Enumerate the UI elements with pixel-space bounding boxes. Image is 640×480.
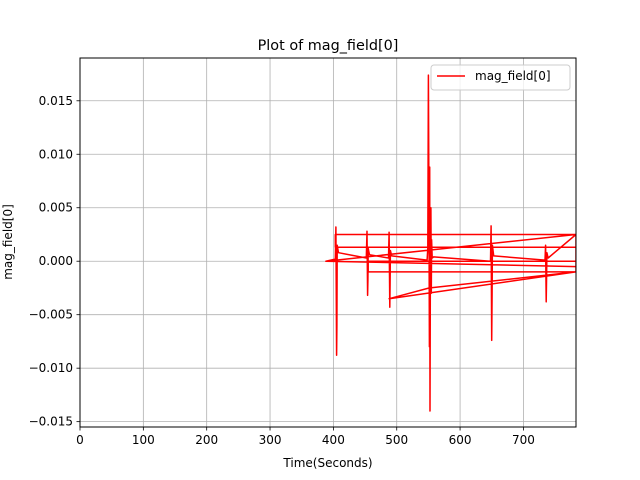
y-axis-ticks: −0.015 −0.010 −0.005 0.000 0.005 0.010 0.015 — [29, 94, 80, 429]
legend: mag_field[0] — [430, 64, 571, 91]
plot-frame — [79, 57, 577, 428]
x-tick-label: 600 — [449, 433, 472, 447]
x-tick-label: 100 — [132, 433, 155, 447]
plot-area — [80, 58, 576, 427]
y-tick-label: −0.010 — [29, 361, 73, 375]
y-tick-label: 0.010 — [39, 147, 73, 161]
x-tick-label: 400 — [322, 433, 345, 447]
x-tick-label: 300 — [259, 433, 282, 447]
legend-entry-mag-field-0: mag_field[0] — [475, 69, 551, 83]
y-tick-label: 0.005 — [39, 201, 73, 215]
series-line-mag-field-0 — [325, 74, 576, 412]
y-axis-label: mag_field[0] — [1, 204, 15, 280]
y-tick-label: −0.015 — [29, 415, 73, 429]
y-tick-label: 0.000 — [39, 254, 73, 268]
chart-title: Plot of mag_field[0] — [258, 38, 399, 54]
y-tick-label: −0.005 — [29, 308, 73, 322]
x-tick-label: 500 — [385, 433, 408, 447]
x-axis-ticks: 0 100 200 300 400 500 600 700 — [76, 427, 535, 447]
x-tick-label: 200 — [195, 433, 218, 447]
x-tick-label: 700 — [512, 433, 535, 447]
x-tick-label: 0 — [76, 433, 84, 447]
x-axis-label: Time(Seconds) — [282, 456, 372, 470]
series-layer — [325, 74, 576, 412]
y-tick-label: 0.015 — [39, 94, 73, 108]
legend-box — [430, 64, 571, 91]
